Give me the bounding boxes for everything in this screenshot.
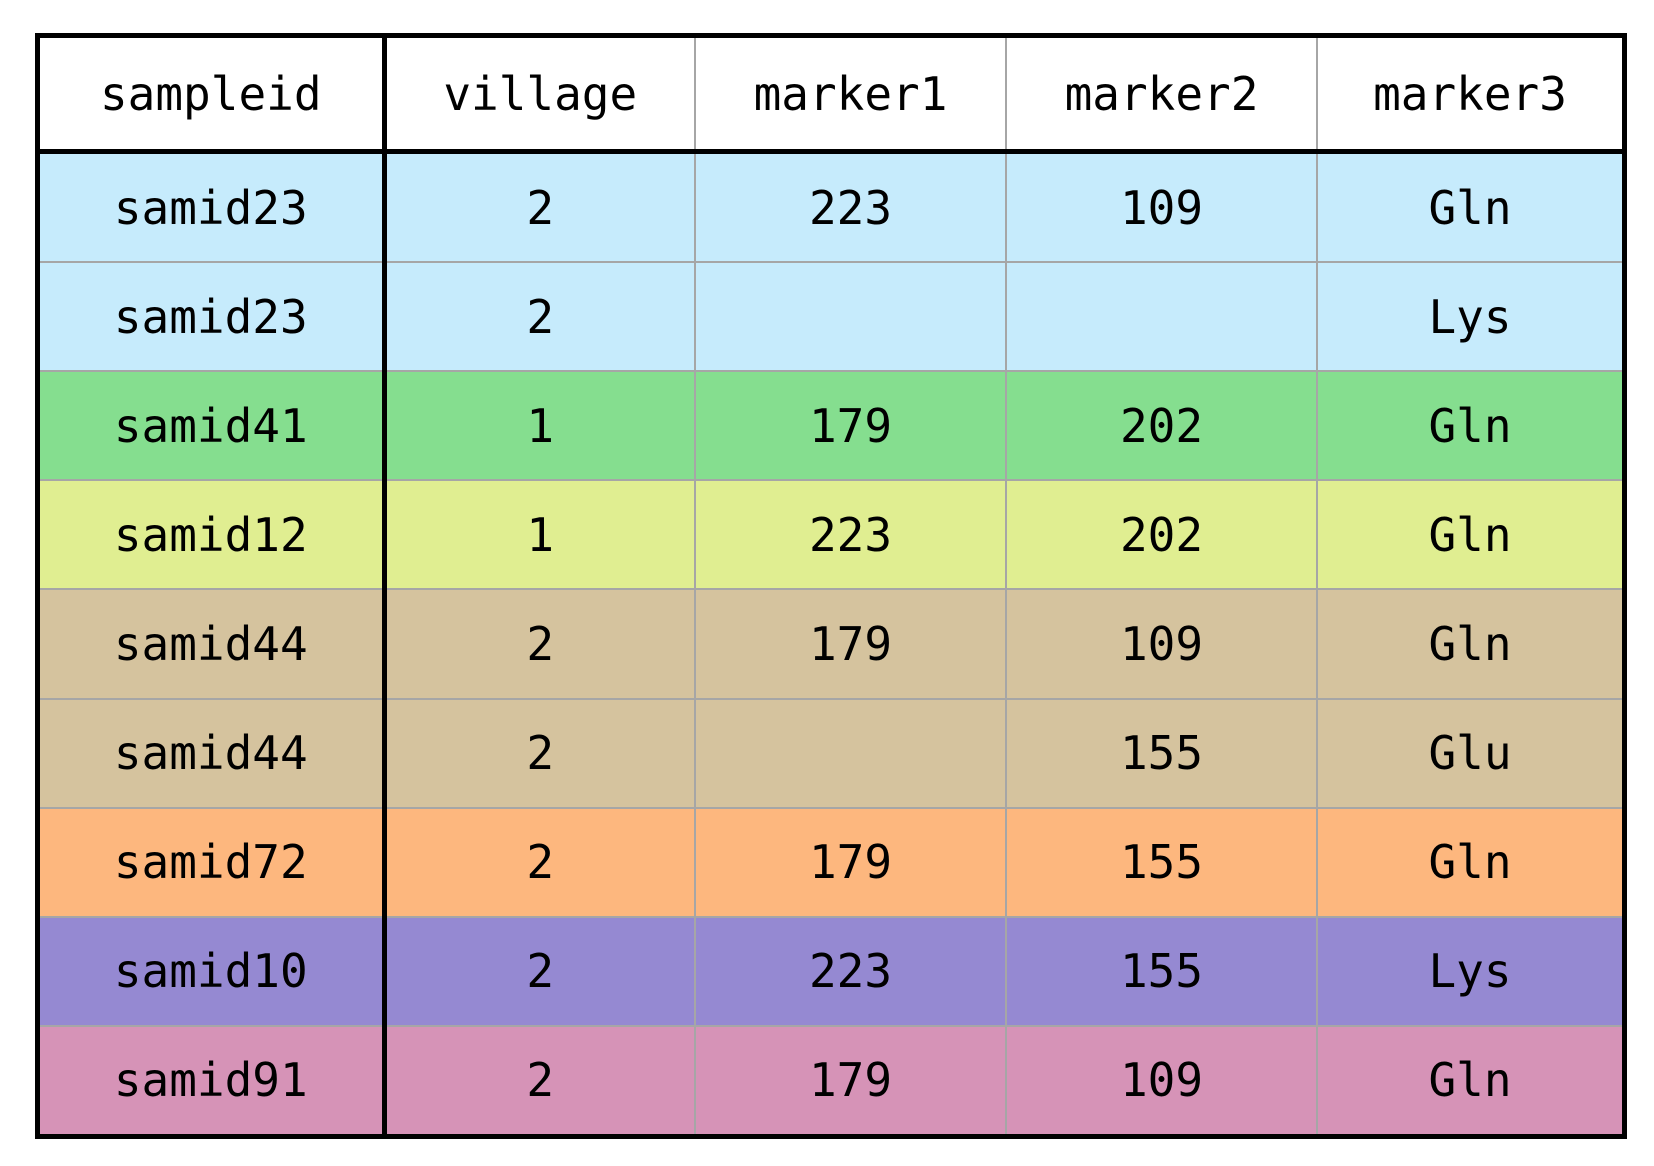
table-cell-marker3: Gln <box>1316 1024 1622 1134</box>
table-row: samid23 2 Lys <box>40 261 1622 372</box>
column-header-marker2: marker2 <box>1005 38 1317 154</box>
table-cell-marker2: 202 <box>1005 479 1317 590</box>
table-cell-village: 2 <box>381 806 695 917</box>
table-cell-sampleid: samid23 <box>113 180 308 235</box>
table-cell-marker1: 179 <box>694 370 1006 481</box>
table-cell-village: 2 <box>381 151 695 263</box>
column-header-marker1: marker1 <box>694 38 1006 154</box>
table-cell-marker1 <box>694 697 1006 808</box>
table-cell-marker3: Gln <box>1316 370 1622 481</box>
table-cell-sampleid: samid41 <box>40 370 384 481</box>
table-cell-marker1: 223 <box>694 915 1006 1026</box>
table-cell-marker3: Gln <box>1316 806 1622 917</box>
table-cell-village: 2 <box>381 588 695 699</box>
table-row: samid72 2 179 155 Gln <box>40 806 1622 917</box>
table-cell-village: 2 <box>381 1024 695 1134</box>
table-cell-marker2: 155 <box>1005 806 1317 917</box>
table-cell-village: 2 <box>381 261 695 372</box>
column-header-sampleid: sampleid <box>40 38 384 154</box>
table-cell-marker2: 109 <box>1005 151 1317 263</box>
table-cell-marker3: Gln <box>1316 151 1622 263</box>
table-cell-marker2: 202 <box>1005 370 1317 481</box>
table-cell-village: 1 <box>381 479 695 590</box>
data-table-frame: sampleid village marker1 marker2 marker3… <box>35 33 1627 1139</box>
header-row: sampleid village marker1 marker2 marker3 <box>40 38 1622 154</box>
table-cell-village: 2 <box>381 697 695 808</box>
table-cell-marker1: 179 <box>694 588 1006 699</box>
table-cell-sampleid: samid23 <box>40 261 384 372</box>
table-cell-sampleid: samid12 <box>40 479 384 590</box>
table-cell-marker1: 223 <box>694 151 1006 263</box>
table-cell-sampleid: samid10 <box>40 915 384 1026</box>
table-body: samid23 2 223 109 Gln samid23 2 Lys samid41 1 179 2… <box>40 151 1622 1134</box>
table-cell-marker1: 179 <box>694 806 1006 917</box>
table-cell-sampleid: samid91 <box>40 1024 384 1134</box>
table-cell-marker2 <box>1005 261 1317 372</box>
table-cell-sampleid: samid44 <box>40 697 384 808</box>
table-cell-marker2: 109 <box>1005 588 1317 699</box>
table-cell-marker1: 179 <box>694 1024 1006 1134</box>
table-cell-village: 2 <box>381 915 695 1026</box>
table-row: samid44 2 179 109 Gln <box>40 588 1622 699</box>
table-row: samid44 2 155 Glu <box>40 697 1622 808</box>
table-cell-sampleid: samid44 <box>40 588 384 699</box>
table-row: samid10 2 223 155 Lys <box>40 915 1622 1026</box>
table-row: samid23 2 223 109 Gln <box>40 151 1622 263</box>
table-cell-marker2: 155 <box>1005 915 1317 1026</box>
table-cell-marker1: 223 <box>694 479 1006 590</box>
column-header-village: village <box>381 38 695 154</box>
data-table: sampleid village marker1 marker2 marker3… <box>40 38 1622 1134</box>
table-row: samid12 1 223 202 Gln <box>40 479 1622 590</box>
table-row: samid91 2 179 109 Gln <box>40 1024 1622 1134</box>
column-header-marker3: marker3 <box>1316 38 1622 154</box>
table-cell-marker3: Lys <box>1316 915 1622 1026</box>
table-cell-marker2: 155 <box>1005 697 1317 808</box>
table-cell-village: 1 <box>381 370 695 481</box>
table-cell-marker1 <box>694 261 1006 372</box>
table-cell-marker3: Gln <box>1316 479 1622 590</box>
table-row: samid41 1 179 202 Gln <box>40 370 1622 481</box>
table-cell-marker3: Glu <box>1316 697 1622 808</box>
table-cell-sampleid: samid72 <box>40 806 384 917</box>
table-cell-marker3: Gln <box>1316 588 1622 699</box>
table-cell-marker2: 109 <box>1005 1024 1317 1134</box>
table-cell-marker3: Lys <box>1316 261 1622 372</box>
